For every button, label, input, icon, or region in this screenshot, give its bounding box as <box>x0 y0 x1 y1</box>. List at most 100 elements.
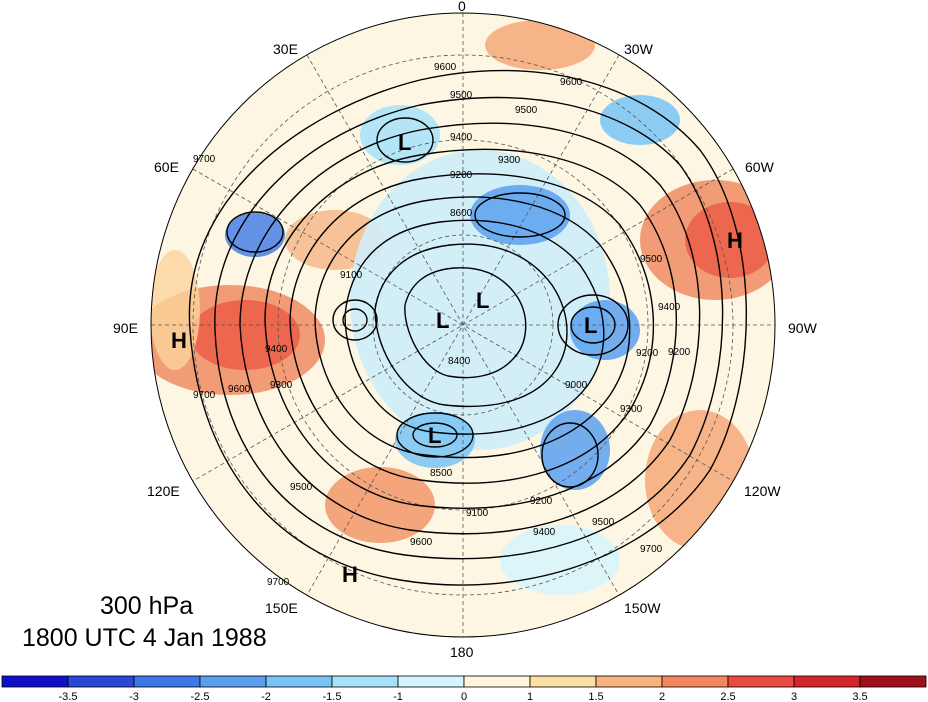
colorbar-box <box>661 675 729 688</box>
high-center-mark: H <box>342 562 358 587</box>
colorbar-box <box>727 675 795 688</box>
graticule <box>151 13 775 637</box>
lon-label-180: 180 <box>450 644 474 660</box>
warm-anomaly-eastpacific <box>645 410 755 550</box>
colorbar-tick-label: 2.5 <box>720 691 735 702</box>
contour-label: 9100 <box>466 508 489 519</box>
contour-label: 9600 <box>560 77 583 88</box>
contour-label: 9500 <box>592 517 615 528</box>
low-center-mark: L <box>436 308 449 333</box>
colorbar-boxes <box>1 675 927 688</box>
contour-label: 8500 <box>430 468 453 479</box>
contour-label: 9700 <box>640 544 663 555</box>
pressure-level-caption: 300 hPa <box>100 592 194 620</box>
contour-label: 9400 <box>265 344 288 355</box>
contour-label: 9700 <box>193 154 216 165</box>
valid-time-caption: 1800 UTC 4 Jan 1988 <box>22 624 267 652</box>
low-center-mark: L <box>476 288 489 313</box>
contour-label: 8600 <box>450 208 473 219</box>
colorbar-box <box>67 675 135 688</box>
high-center-mark: H <box>171 328 187 353</box>
contour-label: 9400 <box>658 302 681 313</box>
cool-anomaly-south <box>500 525 620 595</box>
lon-label-90w: 90W <box>788 320 818 336</box>
polar-stereographic-map: 9600 9500 9600 9500 9400 9300 9200 8600 … <box>113 0 818 660</box>
cool-anomaly-nordic <box>470 185 570 245</box>
contour-label: 9600 <box>434 62 457 73</box>
contour-label: 9600 <box>228 384 251 395</box>
warm-anomaly-atlantic-core <box>685 202 775 278</box>
contour-label: 9300 <box>620 404 643 415</box>
contour-label: 9500 <box>515 105 538 116</box>
colorbar-box <box>397 675 465 688</box>
colorbar-box <box>859 675 927 688</box>
contour-label: 9500 <box>290 482 313 493</box>
contour-label: 9000 <box>565 380 588 391</box>
colorbar-tick-label: 3 <box>791 691 797 702</box>
longitude-labels: 0 30W 60W 90W 120W 150W 180 150E 120E 90… <box>113 0 818 660</box>
lon-label-0: 0 <box>458 0 466 14</box>
colorbar-box <box>793 675 861 688</box>
warm-anomaly-north <box>485 20 595 70</box>
colorbar-tick-label: 0 <box>461 691 467 702</box>
colorbar-tick-label: -3 <box>129 691 139 702</box>
colorbar-tick-label: 1.5 <box>588 691 603 702</box>
colorbar-box <box>331 675 399 688</box>
colorbar-tick-label: -1.5 <box>323 691 342 702</box>
lon-label-90e: 90E <box>113 320 138 336</box>
contour-label: 9700 <box>267 577 290 588</box>
contour-label: 9500 <box>450 90 473 101</box>
lon-label-120e: 120E <box>147 483 180 499</box>
warm-anomaly-pacific <box>325 467 435 543</box>
contour-labels: 9600 9500 9600 9500 9400 9300 9200 8600 … <box>193 62 691 588</box>
colorbar-tick-label: -2.5 <box>191 691 210 702</box>
colorbar-tick-label: -3.5 <box>59 691 78 702</box>
lon-label-30e: 30E <box>273 41 298 57</box>
warm-anomaly-west <box>151 250 200 370</box>
contour-label: 9300 <box>498 155 521 166</box>
contour-label: 9400 <box>450 132 473 143</box>
warm-anomaly-asia-core <box>190 300 300 370</box>
lon-label-150w: 150W <box>624 600 661 616</box>
cool-anomaly-siberia <box>225 213 285 257</box>
colorbar-tick-label: 2 <box>659 691 665 702</box>
low-center-mark: L <box>428 423 441 448</box>
height-contours <box>188 69 748 586</box>
colorbar-box <box>133 675 201 688</box>
colorbar: -3.5 -3 -2.5 -2 -1.5 -1 0 1 1.5 2 2.5 3 3.5 <box>1 675 927 702</box>
colorbar-tick-label: 3.5 <box>852 691 867 702</box>
contour-label: 9600 <box>410 537 433 548</box>
high-center-mark: H <box>727 228 743 253</box>
contour-label: 9300 <box>270 380 293 391</box>
lon-label-30w: 30W <box>624 41 654 57</box>
contour-label: 9700 <box>193 390 216 401</box>
anomaly-shading <box>151 20 775 595</box>
cool-anomaly-alaska <box>540 410 610 490</box>
lon-label-60e: 60E <box>154 159 179 175</box>
lon-label-150e: 150E <box>265 600 298 616</box>
contour-label: 9200 <box>636 348 659 359</box>
lon-label-120w: 120W <box>744 483 781 499</box>
lon-label-60w: 60W <box>745 159 775 175</box>
contour-label: 9100 <box>340 270 363 281</box>
colorbar-tick-label: -1 <box>393 691 403 702</box>
contour-label: 9500 <box>640 254 663 265</box>
colorbar-box <box>199 675 267 688</box>
colorbar-box <box>1 675 69 688</box>
low-center-mark: L <box>398 130 411 155</box>
colorbar-box <box>595 675 663 688</box>
contour-label: 8400 <box>448 356 471 367</box>
pressure-centers: L L L L L H H H <box>171 130 743 587</box>
contour-label: 9200 <box>668 347 691 358</box>
contour-label: 9200 <box>530 496 553 507</box>
colorbar-tick-label: 1 <box>527 691 533 702</box>
colorbar-tick-label: -2 <box>261 691 271 702</box>
cool-anomaly-greenland <box>600 95 680 145</box>
colorbar-box <box>529 675 597 688</box>
colorbar-box <box>265 675 333 688</box>
contour-label: 9400 <box>533 527 556 538</box>
low-center-mark: L <box>584 313 597 338</box>
colorbar-labels: -3.5 -3 -2.5 -2 -1.5 -1 0 1 1.5 2 2.5 3 3.5 <box>59 691 868 702</box>
cool-anomaly-canada <box>570 300 640 360</box>
contour-label: 9200 <box>450 170 473 181</box>
